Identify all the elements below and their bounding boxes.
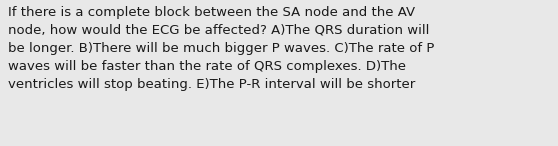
Text: If there is a complete block between the SA node and the AV
node, how would the : If there is a complete block between the… [8, 6, 434, 91]
